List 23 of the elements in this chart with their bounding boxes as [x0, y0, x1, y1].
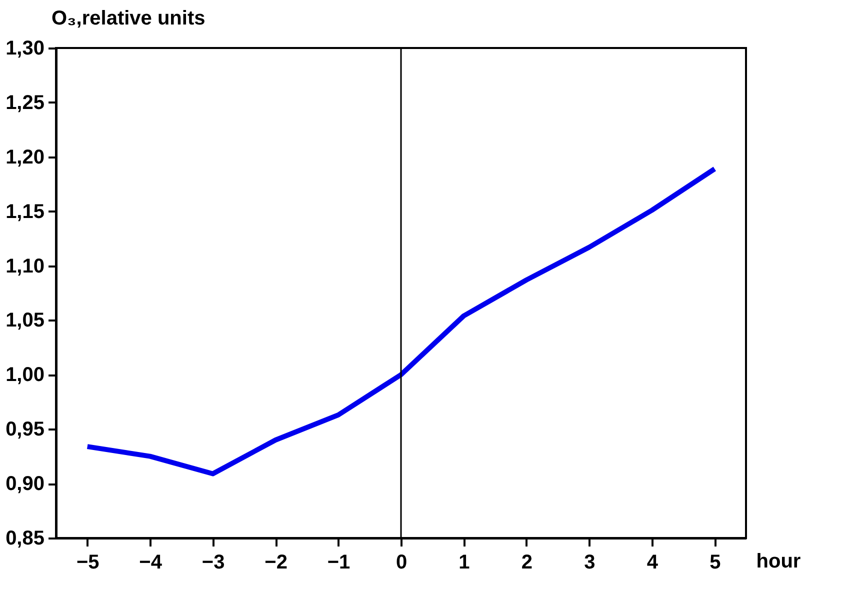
y-tick-label: 1,15 — [6, 200, 44, 223]
y-tick-label: 1,20 — [6, 146, 44, 168]
x-tick-label: −4 — [139, 552, 163, 574]
x-tick-label: 4 — [646, 552, 659, 574]
x-tick-label: 2 — [521, 552, 533, 574]
y-tick-label: 1,10 — [6, 255, 44, 278]
y-tick-label: 1,05 — [6, 310, 44, 332]
x-tick-label: −3 — [202, 552, 225, 574]
y-tick-label: 1,25 — [6, 92, 44, 114]
y-tick-label: 0,95 — [6, 418, 44, 441]
y-tick-label: 0,90 — [6, 473, 44, 496]
x-tick-label: 3 — [584, 552, 596, 574]
y-tick-label: 0,85 — [6, 528, 44, 550]
x-tick-label: −1 — [327, 552, 350, 574]
x-tick-label: 0 — [396, 552, 408, 574]
x-tick-label: −2 — [264, 552, 288, 574]
y-tick-label: 1,30 — [6, 38, 44, 60]
x-tick-label: 1 — [458, 552, 470, 574]
x-axis-title: hour — [756, 550, 801, 572]
x-tick-label: −5 — [76, 552, 100, 574]
y-axis-title: O₃,relative units — [52, 8, 206, 30]
y-tick-label: 1,00 — [6, 364, 44, 386]
x-tick-label: 5 — [710, 552, 721, 574]
